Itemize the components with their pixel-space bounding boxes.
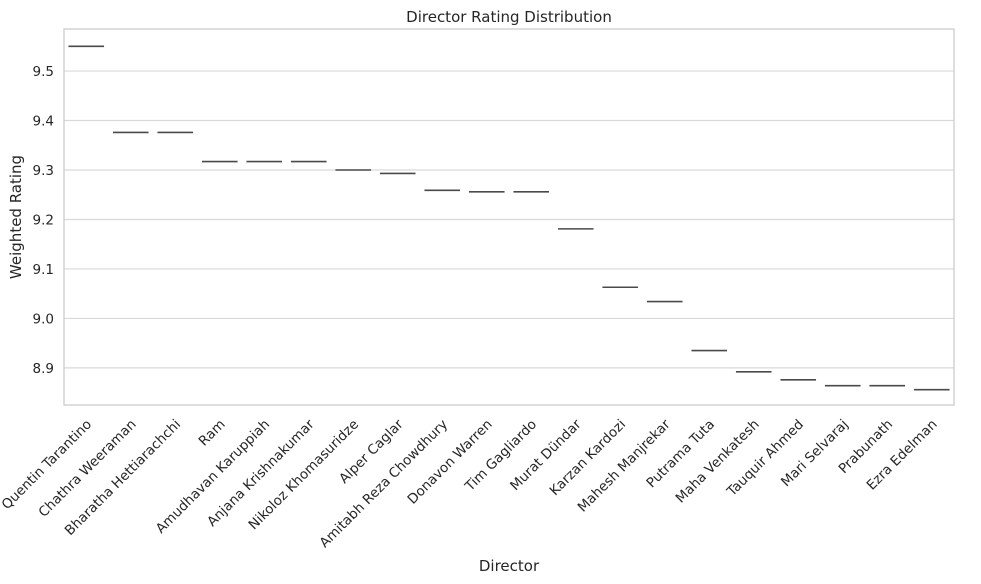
box-marks [68,45,950,391]
y-axis-label: Weighted Rating [7,155,25,279]
y-tick-label: 8.9 [33,361,54,377]
y-tick-label: 9.3 [33,163,54,179]
chart-title: Director Rating Distribution [406,8,612,26]
y-axis-ticks: 8.9 9.0 9.1 9.2 9.3 9.4 9.5 [33,64,54,377]
y-tick-label: 9.2 [33,212,54,228]
x-tick-label: Maha Venkatesh [673,417,763,507]
gridlines [64,70,954,369]
x-tick-label: Tauquir Ahmed [723,417,807,501]
y-tick-label: 9.0 [33,311,54,327]
plot-frame [63,28,955,406]
y-tick-label: 9.5 [33,64,54,80]
y-tick-label: 9.1 [33,262,54,278]
x-tick-label: Karzan Kardozi [547,417,629,499]
x-tick-label: Ram [196,417,229,450]
y-tick-label: 9.4 [33,114,54,130]
x-axis-label: Director [479,557,540,575]
